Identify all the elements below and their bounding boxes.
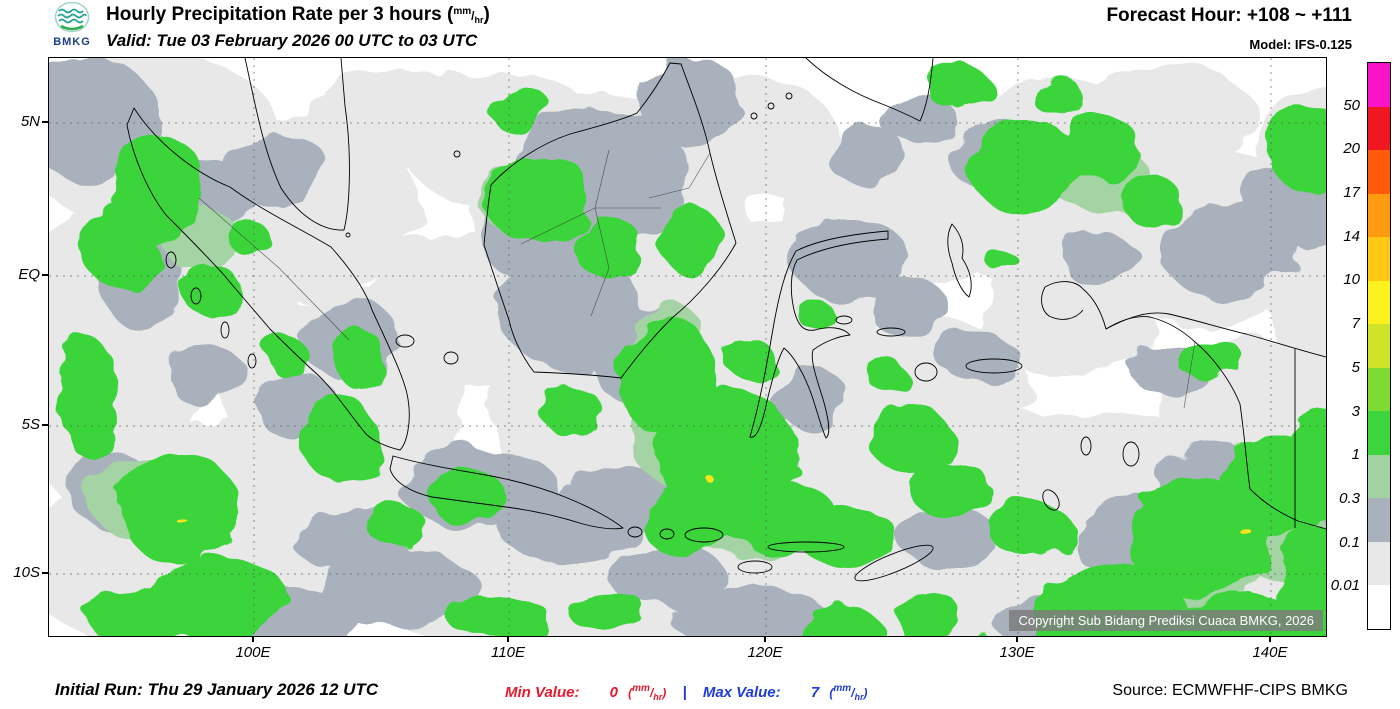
legend-cell [1368, 498, 1390, 542]
legend-value-label: 3 [1351, 402, 1360, 420]
forecast-hour-text: Forecast Hour: +108 ~ +111 [1106, 5, 1352, 26]
page-title: Hourly Precipitation Rate per 3 hours (m… [106, 4, 490, 25]
max-value: 7 [810, 684, 820, 701]
axis-tick [1016, 636, 1018, 642]
legend-value-label: 50 [1343, 96, 1360, 114]
legend-cell [1368, 63, 1390, 107]
max-value-label: Max Value: [702, 684, 781, 701]
legend-value-label: 20 [1343, 140, 1360, 158]
axis-tick [252, 636, 254, 642]
lon-label-110e: 110E [491, 644, 525, 661]
lon-label-100e: 100E [235, 644, 271, 661]
legend-cell [1368, 280, 1390, 325]
legend-value-label: 10 [1343, 271, 1360, 289]
legend-cell [1368, 237, 1390, 281]
legend-value-label: 17 [1343, 184, 1360, 202]
axis-tick [764, 636, 766, 642]
lat-label-eq: EQ [18, 266, 40, 283]
legend-value-label: 1 [1351, 446, 1360, 464]
legend-cell [1368, 324, 1390, 368]
legend-cell [1368, 193, 1390, 238]
axis-tick [42, 274, 48, 276]
lat-label-5n: 5N [20, 113, 40, 130]
initial-run-text: Initial Run: Thu 29 January 2026 12 UTC [55, 680, 379, 699]
legend-cell [1368, 454, 1390, 499]
max-unit: (mm/hr) [829, 683, 868, 702]
precip-map-svg [49, 58, 1326, 636]
lon-label-130e: 130E [999, 644, 1035, 661]
precip-field-layer [49, 58, 1326, 636]
min-unit: (mm/hr) [628, 683, 667, 702]
bmkg-logo-icon [54, 1, 90, 33]
graticule [49, 58, 1326, 636]
legend-cell [1368, 411, 1390, 455]
axis-tick [507, 636, 509, 642]
bmkg-logo-label: BMKG [53, 36, 91, 48]
valid-range-text: Valid: Tue 03 February 2026 00 UTC to 03… [106, 31, 478, 50]
model-text: Model: IFS-0.125 [1249, 37, 1352, 52]
axis-tick [42, 121, 48, 123]
legend-cell [1368, 150, 1390, 194]
lat-label-10s: 10S [13, 564, 40, 581]
axis-tick [1269, 636, 1271, 642]
minmax-separator: | [682, 684, 687, 701]
legend-value-label: 5 [1351, 358, 1360, 376]
legend-cell [1368, 106, 1390, 151]
coastlines [126, 58, 1326, 582]
legend-bar [1367, 62, 1391, 630]
axis-tick [42, 424, 48, 426]
minmax-values: Min Value: 0 (mm/hr) | Max Value: 7 (mm/… [505, 683, 867, 702]
precip-layer-5 [184, 477, 1247, 532]
legend-labels: 50 20 17 14 10 7 5 3 1 0.3 0.1 0.01 [1318, 62, 1362, 630]
legend-value-label: 0.1 [1339, 533, 1360, 551]
legend-cell [1368, 367, 1390, 412]
bmkg-logo: BMKG [44, 1, 100, 48]
legend-value-label: 0.3 [1339, 489, 1360, 507]
precip-map: Copyright Sub Bidang Prediksi Cuaca BMKG… [48, 57, 1327, 637]
min-value: 0 [609, 684, 618, 701]
legend-value-label: 7 [1351, 315, 1360, 333]
legend-value-label: 0.01 [1330, 577, 1360, 595]
lat-label-5s: 5S [21, 416, 40, 433]
axis-tick [42, 572, 48, 574]
copyright-overlay: Copyright Sub Bidang Prediksi Cuaca BMKG… [1009, 610, 1323, 631]
source-text: Source: ECMWFHF-CIPS BMKG [1112, 682, 1348, 699]
title-unit: mm/hr [453, 6, 484, 25]
legend-cell [1368, 541, 1390, 586]
precip-layer-1 [59, 63, 1326, 636]
min-value-label: Min Value: [505, 684, 580, 701]
lon-label-140e: 140E [1252, 644, 1288, 661]
title-text: Hourly Precipitation Rate per 3 hours ( [106, 4, 454, 25]
lon-label-120e: 120E [747, 644, 783, 661]
admin-borders [198, 149, 1196, 409]
legend-value-label: 14 [1343, 227, 1360, 245]
legend-cell [1368, 585, 1390, 629]
